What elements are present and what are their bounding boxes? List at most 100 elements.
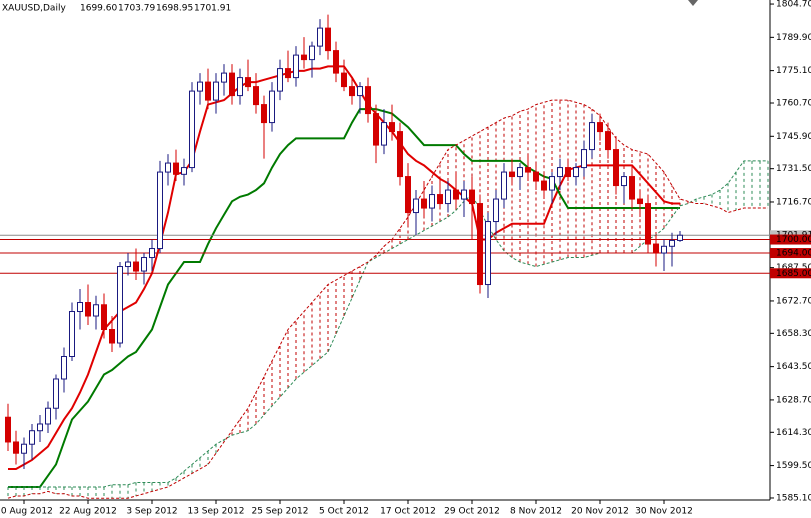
candle-body [469, 189, 475, 205]
header: XAUUSD,Daily [2, 4, 66, 14]
y-tick-label: 1658.30 [776, 329, 811, 339]
indicator-line [8, 160, 768, 488]
candle-body [365, 86, 371, 115]
candle-body [341, 72, 347, 88]
x-tick-label: 10 Aug 2012 [0, 507, 53, 517]
trade-icon [688, 0, 698, 6]
candle-body [205, 81, 211, 101]
x-tick-label: 29 Oct 2012 [444, 507, 500, 517]
candle-body [533, 171, 539, 182]
candle-body [597, 122, 603, 133]
x-tick-label: 25 Sep 2012 [251, 507, 308, 517]
candle-body [269, 90, 275, 124]
candle-body [405, 176, 411, 214]
candle-body [189, 90, 195, 169]
y-tick-label: 1775.10 [776, 66, 811, 76]
candle-body [389, 122, 395, 133]
candle-body [453, 189, 459, 200]
candle-body [61, 356, 67, 380]
candle-body [301, 54, 307, 61]
x-tick-label: 3 Sep 2012 [126, 507, 177, 517]
candle-body [581, 149, 587, 169]
candle-body [213, 81, 219, 101]
candle-body [437, 194, 443, 205]
candle-body [285, 68, 291, 79]
candle-body [557, 167, 563, 178]
candle-body [573, 167, 579, 178]
candle-body [237, 77, 243, 97]
candle-body [637, 198, 643, 205]
candle-body [117, 266, 123, 344]
candle-body [93, 304, 99, 317]
ohlc-value: 1698.95 [156, 4, 193, 14]
candle-body [485, 221, 491, 286]
candle-body [677, 234, 683, 241]
candle-body [653, 243, 659, 254]
candle-body [349, 86, 355, 97]
candle-body [589, 122, 595, 151]
candle-body [461, 189, 467, 200]
candle-body [325, 27, 331, 52]
candle-body [333, 50, 339, 74]
y-tick-label: 1614.30 [776, 428, 811, 438]
candle-body [541, 180, 547, 191]
candle-body [621, 176, 627, 187]
x-tick-label: 17 Oct 2012 [380, 507, 436, 517]
candle-body [253, 86, 259, 106]
y-tick-label: 1585.10 [776, 493, 811, 503]
x-tick-label: 30 Nov 2012 [635, 507, 693, 517]
y-tick-label: 1672.70 [776, 296, 811, 306]
candle-body [245, 77, 251, 88]
candle-body [141, 257, 147, 272]
candle-body [477, 203, 483, 286]
y-tick-label: 1804.70 [776, 0, 811, 10]
candle-body [613, 149, 619, 187]
candle-body [373, 113, 379, 146]
candle-body [565, 167, 571, 178]
indicator-line [7, 99, 768, 499]
y-tick-label: 1789.90 [776, 33, 811, 43]
level-box [770, 268, 811, 279]
ohlc-value: 1699.60 [80, 4, 117, 14]
level-label: 1685.00 [776, 269, 811, 279]
candle-body [69, 311, 75, 358]
candle-body [525, 167, 531, 173]
x-tick-label: 20 Nov 2012 [571, 507, 629, 517]
candle-body [101, 304, 107, 331]
candle-body [645, 203, 651, 245]
candle-body [517, 167, 523, 178]
y-tick-label: 1643.50 [776, 362, 811, 372]
candle-body [445, 189, 451, 205]
candle-body [429, 194, 435, 209]
ohlc-value: 1701.91 [194, 4, 231, 14]
candle-body [413, 198, 419, 214]
candle-body [125, 261, 131, 268]
candle-body [381, 122, 387, 146]
candle-body [277, 68, 283, 92]
x-tick-label: 8 Nov 2012 [510, 507, 562, 517]
y-tick-label: 1731.50 [776, 164, 811, 174]
level-box [770, 248, 811, 259]
symbol: XAUUSD,Daily [2, 4, 66, 14]
candle-body [13, 441, 19, 454]
candle-body [509, 171, 515, 178]
candle-body [317, 27, 323, 47]
x-tick-label: 5 Oct 2012 [319, 507, 369, 517]
candle-body [501, 171, 507, 200]
candle-body [29, 430, 35, 445]
x-tick-label: 22 Aug 2012 [59, 507, 117, 517]
candle-body [37, 423, 43, 432]
candle-body [549, 176, 555, 191]
candle-body [605, 131, 611, 151]
candle-body [173, 162, 179, 175]
candle-body [293, 54, 299, 79]
y-tick-label: 1716.70 [776, 197, 811, 207]
y-tick-label: 1745.90 [776, 132, 811, 142]
y-tick-label: 1760.70 [776, 99, 811, 109]
candle-body [669, 239, 675, 247]
candle-body [21, 443, 27, 454]
candle-body [493, 198, 499, 223]
ohlc-value: 1703.79 [118, 4, 155, 14]
